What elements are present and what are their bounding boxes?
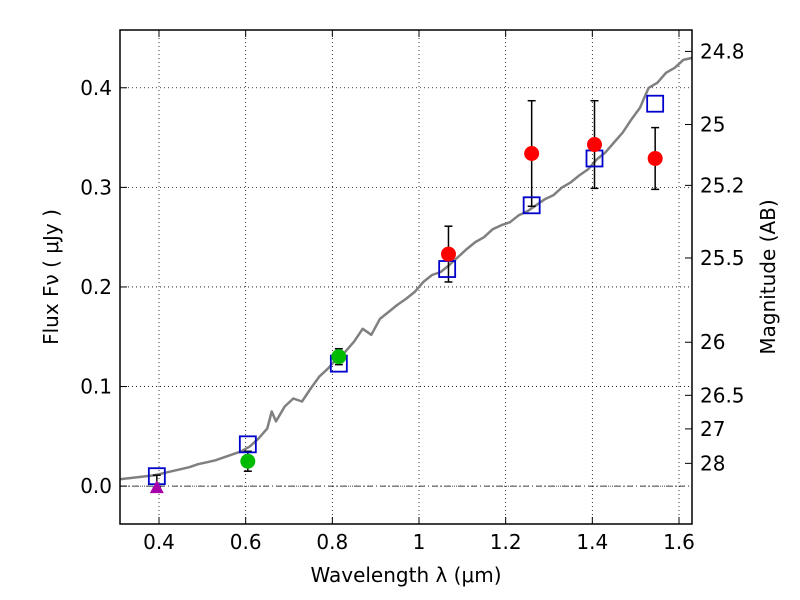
photometry-point	[240, 453, 256, 469]
magnitude-tick-label: 25	[700, 113, 725, 137]
magnitude-tick-label: 27	[700, 417, 725, 441]
photometry-point	[331, 349, 347, 365]
photometry-triangle	[149, 480, 164, 494]
model-photometry-square	[646, 94, 665, 113]
x-tick-label: 0.8	[316, 530, 348, 554]
y-tick-label: 0.0	[80, 474, 112, 498]
magnitude-tick-label: 26	[700, 330, 725, 354]
y-ticks: 0.0 0.1 0.2 0.3 0.4	[80, 76, 127, 498]
magnitude-tick-label: 25.2	[700, 173, 745, 197]
x-tick-label: 1.2	[490, 530, 522, 554]
magnitude-tick-label: 25.5	[700, 246, 745, 270]
y-tick-label: 0.3	[80, 175, 112, 199]
x-tick-label: 0.4	[143, 530, 175, 554]
magnitude-tick-label: 26.5	[700, 383, 745, 407]
grid	[120, 30, 692, 524]
y-tick-label: 0.4	[80, 76, 112, 100]
photometry-point	[524, 146, 540, 161]
x-tick-label: 1.4	[576, 530, 608, 554]
data-markers	[147, 94, 665, 494]
x-tick-label: 1.6	[663, 530, 695, 554]
photometry-point	[587, 137, 602, 153]
photometry-point	[647, 150, 663, 166]
y-tick-label: 0.2	[80, 275, 112, 299]
x-tick-label: 0.6	[230, 530, 262, 554]
model-photometry-square	[522, 196, 541, 215]
y-axis-label: Flux Fν ( μJy )	[39, 209, 63, 345]
magnitude-tick-label: 24.8	[700, 39, 745, 63]
model-photometry-square	[238, 435, 257, 454]
plot-frame	[119, 29, 693, 525]
magnitude-ticks: 24.8 25 25.2 25.5 26 26.5 27 28	[685, 39, 745, 475]
x-axis-label: Wavelength λ (μm)	[310, 563, 501, 587]
magnitude-tick-label: 28	[700, 451, 725, 475]
x-tick-label: 1	[413, 530, 426, 554]
x-ticks: 0.4 0.6 0.8 1 1.2 1.4 1.6	[143, 30, 695, 554]
photometry-point	[440, 246, 456, 262]
y-tick-label: 0.1	[80, 375, 112, 399]
magnitude-axis-label: Magnitude (AB)	[756, 199, 780, 354]
